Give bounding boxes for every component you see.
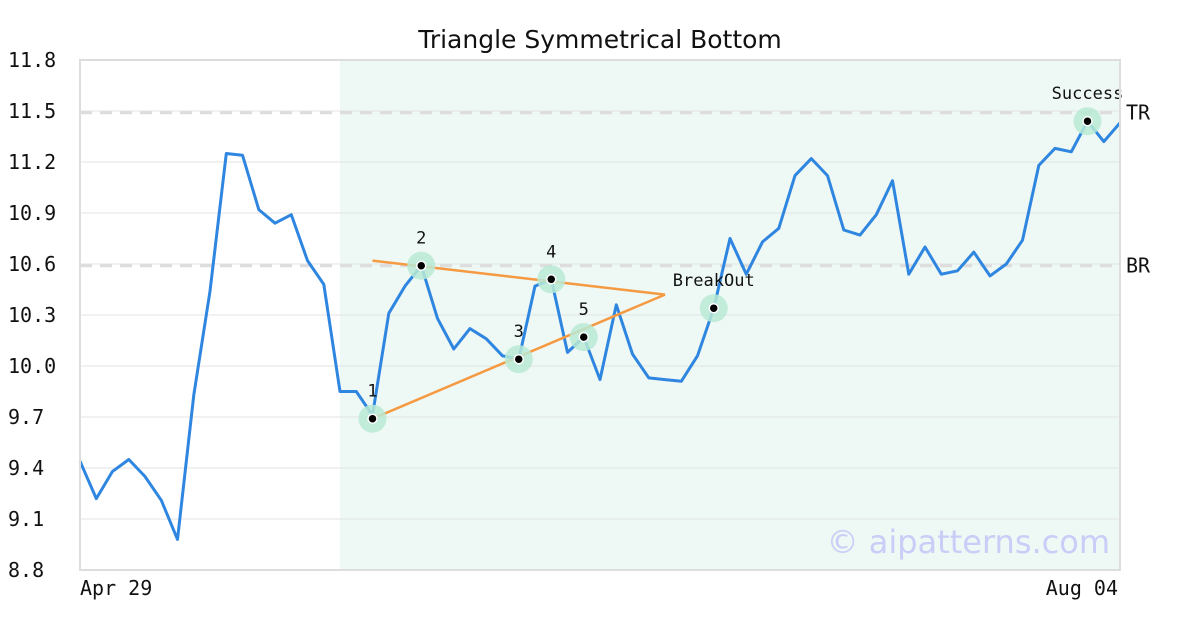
y-tick-label: 10.3 [8,303,56,327]
pivot-dot-breakout [708,302,719,314]
pivot-label-breakout: BreakOut [673,271,755,291]
pivot-label-5: 5 [579,300,589,320]
y-tick-label: 9.7 [8,405,44,429]
y-tick-label: 10.9 [8,201,56,225]
x-tick-label: Aug 04 [1046,576,1118,600]
pivot-label-4: 4 [546,242,556,262]
pivot-dot-4 [546,274,557,285]
axis-layer: 8.8 9.1 9.4 9.7 10.0 10.3 10.6 10.9 11.2 11.5 11.8… [8,48,1121,600]
level-label-tr: TR [1126,101,1151,125]
y-tick-label: 10.0 [8,354,56,378]
y-tick-label: 9.4 [8,456,44,480]
x-tick-label: Apr 29 [80,576,152,600]
level-label-br: BR [1126,254,1151,278]
y-tick-label: 10.6 [8,252,56,276]
marker-layer: 1 2 3 4 5 BreakOut Success [358,84,1124,433]
pivot-label-2: 2 [416,229,426,249]
y-tick-label: 11.5 [8,99,56,123]
pivot-label-1: 1 [367,382,377,402]
y-tick-label: 8.8 [8,558,44,582]
chart-title: Triangle Symmetrical Bottom [417,25,782,54]
series-layer [78,119,1122,541]
pivot-dot-5 [578,331,589,343]
pivot-label-success: Success [1052,84,1124,104]
y-tick-label: 9.1 [8,507,44,531]
pivot-dot-1 [367,413,378,424]
pivot-label-3: 3 [514,322,524,342]
y-tick-label: 11.2 [8,150,56,174]
level-layer: TR BR [80,101,1151,278]
price-line [78,119,1122,541]
pivot-dot-2 [416,260,427,271]
pivot-dot-3 [513,353,524,365]
plot-frame [79,59,1121,571]
pivot-dot-success [1082,115,1093,127]
y-tick-label: 11.8 [8,48,56,72]
watermark: © aipatterns.com [827,523,1110,561]
